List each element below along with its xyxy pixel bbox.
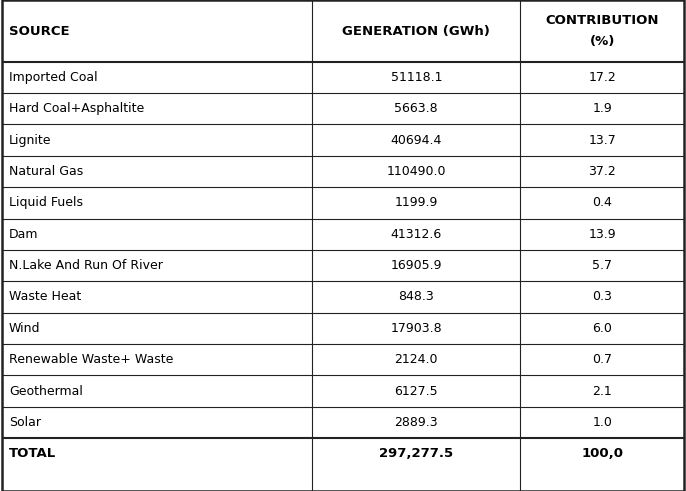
Text: 2.1: 2.1 <box>592 384 612 398</box>
Text: 2889.3: 2889.3 <box>394 416 438 429</box>
Text: Wind: Wind <box>9 322 40 335</box>
Text: Geothermal: Geothermal <box>9 384 83 398</box>
Text: 13.7: 13.7 <box>588 134 616 147</box>
Text: 17903.8: 17903.8 <box>390 322 442 335</box>
Text: Lignite: Lignite <box>9 134 51 147</box>
Text: Renewable Waste+ Waste: Renewable Waste+ Waste <box>9 353 174 366</box>
Text: 17.2: 17.2 <box>588 71 616 84</box>
Text: 848.3: 848.3 <box>399 291 434 303</box>
Text: GENERATION (GWh): GENERATION (GWh) <box>342 25 490 38</box>
Text: 1199.9: 1199.9 <box>394 196 438 209</box>
Text: 297,277.5: 297,277.5 <box>379 447 453 460</box>
Text: 1.9: 1.9 <box>592 102 612 115</box>
Text: 16905.9: 16905.9 <box>390 259 442 272</box>
Text: TOTAL: TOTAL <box>9 447 56 460</box>
Text: Natural Gas: Natural Gas <box>9 165 83 178</box>
Text: Liquid Fuels: Liquid Fuels <box>9 196 83 209</box>
Text: 0.4: 0.4 <box>592 196 612 209</box>
Text: Dam: Dam <box>9 228 38 241</box>
Text: 40694.4: 40694.4 <box>390 134 442 147</box>
Text: Waste Heat: Waste Heat <box>9 291 81 303</box>
Text: 5.7: 5.7 <box>592 259 612 272</box>
Text: 0.7: 0.7 <box>592 353 612 366</box>
Text: 6.0: 6.0 <box>592 322 612 335</box>
Text: Solar: Solar <box>9 416 41 429</box>
Text: Imported Coal: Imported Coal <box>9 71 97 84</box>
Text: 1.0: 1.0 <box>592 416 612 429</box>
Text: 110490.0: 110490.0 <box>386 165 446 178</box>
Text: 0.3: 0.3 <box>592 291 612 303</box>
Text: SOURCE: SOURCE <box>9 25 69 38</box>
Text: 51118.1: 51118.1 <box>390 71 442 84</box>
Text: Hard Coal+Asphaltite: Hard Coal+Asphaltite <box>9 102 144 115</box>
Text: 37.2: 37.2 <box>588 165 616 178</box>
Text: 2124.0: 2124.0 <box>394 353 438 366</box>
Text: CONTRIBUTION
(%): CONTRIBUTION (%) <box>545 14 659 48</box>
Text: 100,0: 100,0 <box>581 447 623 460</box>
Text: 6127.5: 6127.5 <box>394 384 438 398</box>
Text: 5663.8: 5663.8 <box>394 102 438 115</box>
Text: 13.9: 13.9 <box>589 228 616 241</box>
Text: N.Lake And Run Of River: N.Lake And Run Of River <box>9 259 163 272</box>
Text: 41312.6: 41312.6 <box>391 228 442 241</box>
